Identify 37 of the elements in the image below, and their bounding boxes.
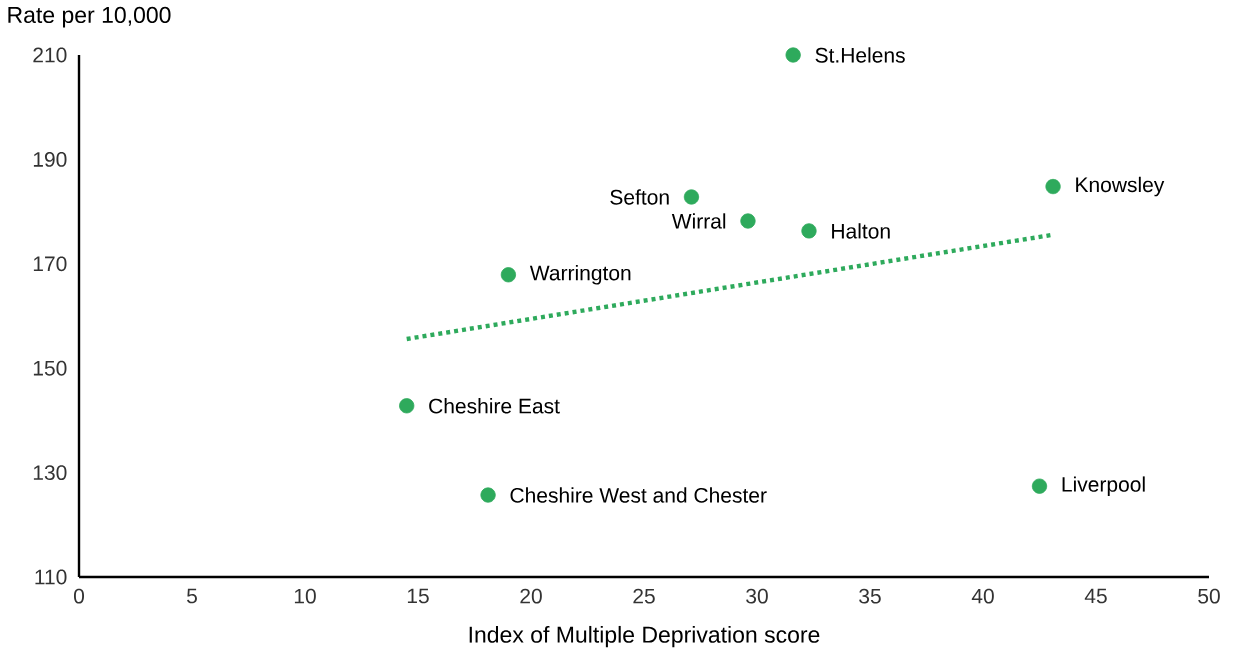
annotation: Cheshire East (429, 398, 560, 414)
y-tick-label: 150 (33, 360, 67, 376)
y-tick-label: 130 (33, 465, 67, 481)
annotation: Halton (832, 223, 890, 239)
annotation: Sefton (610, 189, 669, 205)
point (801, 223, 817, 239)
x-tick-label: 45 (1084, 588, 1107, 604)
point (500, 267, 516, 283)
annotation: Wirral (671, 213, 726, 229)
y-tick-label: 190 (33, 151, 67, 167)
x-tick-label: 15 (407, 588, 429, 604)
x-axis-title: Index of Multiple Deprivation score (469, 625, 820, 648)
point (399, 398, 415, 414)
x-tick-label: 20 (520, 588, 542, 604)
x-tick-label: 5 (187, 588, 197, 604)
point (740, 213, 756, 229)
x-tick-label: 0 (73, 588, 85, 604)
y-axis-title: Rate per 10,000 (8, 6, 171, 28)
x-tick-label: 40 (971, 588, 994, 604)
point (785, 47, 801, 63)
annotation: Cheshire West and Chester (510, 487, 767, 503)
annotation: St.Helens (815, 47, 905, 63)
y-tick-label: 110 (35, 569, 67, 585)
annotation: Warrington (529, 264, 631, 285)
x-tick-label: 30 (746, 588, 768, 604)
point (1031, 478, 1048, 494)
x-tick-label: 35 (859, 588, 881, 604)
x-tick-label: 10 (294, 588, 316, 604)
point (480, 487, 496, 503)
annotation: Liverpool (1062, 476, 1145, 496)
annotation: Knowsley (1076, 176, 1165, 197)
y-tick-label: 210 (33, 47, 67, 63)
y-tick-label: 170 (33, 256, 67, 272)
point (1045, 178, 1061, 195)
x-tick-label: 25 (633, 588, 655, 604)
point (683, 189, 700, 205)
x-tick-label: 50 (1198, 588, 1220, 604)
